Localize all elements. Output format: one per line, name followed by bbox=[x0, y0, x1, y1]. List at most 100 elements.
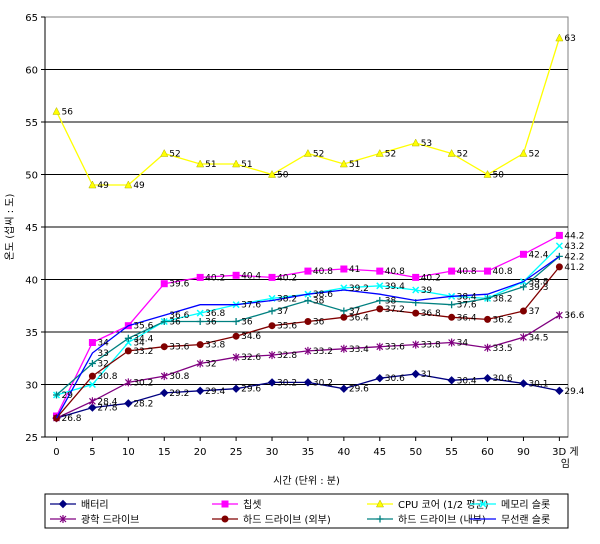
data-point bbox=[124, 338, 132, 347]
data-point bbox=[232, 159, 241, 168]
data-point bbox=[376, 342, 384, 351]
data-label: 36.4 bbox=[457, 313, 477, 323]
data-label: 34 bbox=[457, 339, 469, 349]
data-point bbox=[304, 297, 312, 304]
series-6 bbox=[52, 252, 563, 399]
data-label: 36.2 bbox=[493, 315, 513, 325]
data-point bbox=[339, 159, 348, 168]
data-label: 52 bbox=[528, 150, 539, 160]
data-point bbox=[483, 373, 492, 383]
data-label: 33.4 bbox=[349, 345, 369, 355]
data-label: 30.8 bbox=[169, 372, 189, 382]
x-tick-label: 0 bbox=[53, 447, 59, 458]
data-label: 44.2 bbox=[564, 231, 584, 241]
data-point bbox=[124, 378, 132, 387]
data-label: 52 bbox=[169, 150, 180, 160]
data-point bbox=[304, 318, 312, 325]
x-tick-label: 40 bbox=[337, 447, 350, 458]
data-label: 53 bbox=[421, 139, 432, 149]
x-tick-label: 55 bbox=[445, 447, 458, 458]
data-label: 35.6 bbox=[133, 322, 153, 332]
data-label: 40.8 bbox=[313, 267, 333, 277]
data-label: 34 bbox=[133, 339, 145, 349]
data-label: 37 bbox=[277, 307, 288, 317]
x-tick-label: 30 bbox=[266, 447, 279, 458]
data-label: 31 bbox=[421, 370, 432, 380]
data-point bbox=[196, 273, 204, 281]
data-label: 52 bbox=[313, 150, 324, 160]
data-point bbox=[411, 369, 420, 379]
data-point bbox=[555, 311, 563, 320]
data-point bbox=[88, 372, 96, 380]
data-label: 40.2 bbox=[421, 273, 441, 283]
data-point bbox=[375, 148, 384, 157]
x-tick-label: 50 bbox=[409, 447, 422, 458]
data-point bbox=[221, 515, 229, 523]
axes: 25 30 35 40 45 50 55 60 65 0 5 10 15 20 25 30 35 40 45 50 55… bbox=[25, 13, 578, 470]
data-point bbox=[59, 515, 67, 523]
data-point bbox=[412, 309, 420, 317]
data-point bbox=[124, 399, 133, 408]
data-point bbox=[268, 322, 276, 330]
data-label: 37 bbox=[349, 307, 360, 317]
data-point bbox=[160, 280, 168, 288]
plot-area bbox=[44, 16, 569, 438]
legend-label: 하드 드라이브 (내부) bbox=[398, 513, 486, 526]
data-label: 38.4 bbox=[457, 292, 477, 302]
data-point bbox=[196, 359, 204, 368]
data-label: 30.2 bbox=[133, 378, 153, 388]
data-point bbox=[231, 384, 241, 393]
series-2 bbox=[52, 33, 564, 189]
data-point bbox=[268, 169, 277, 178]
data-label: 38.2 bbox=[493, 294, 513, 304]
data-point bbox=[88, 403, 97, 412]
data-label: 39.4 bbox=[385, 282, 405, 292]
legend-item: 광학 드라이브 bbox=[50, 514, 139, 526]
data-point bbox=[484, 294, 492, 302]
series-group bbox=[52, 33, 564, 423]
data-point bbox=[304, 267, 312, 275]
data-point bbox=[519, 283, 527, 291]
data-point bbox=[196, 341, 204, 349]
legend-item: 칩셋 bbox=[212, 499, 261, 511]
data-label: 26.8 bbox=[61, 414, 81, 424]
data-label: 39.8 bbox=[528, 278, 548, 288]
data-label: 29.4 bbox=[205, 387, 225, 397]
data-point bbox=[519, 307, 527, 315]
data-label: 56 bbox=[61, 108, 73, 118]
legend-item: 메모리 슬롯 bbox=[470, 499, 550, 511]
data-point bbox=[160, 388, 169, 398]
data-label: 36 bbox=[313, 318, 325, 328]
data-label: 42.2 bbox=[564, 252, 584, 262]
legend-label: 칩셋 bbox=[243, 499, 261, 511]
x-tick-label: 60 bbox=[481, 447, 494, 458]
data-point bbox=[484, 343, 491, 352]
data-point bbox=[124, 180, 133, 189]
legend-label: 하드 드라이브 (외부) bbox=[243, 513, 331, 526]
data-point bbox=[340, 313, 348, 321]
legend-item: CPU 코어 (1/2 평균) bbox=[367, 499, 489, 511]
data-label: 35.6 bbox=[277, 322, 297, 332]
data-label: 32 bbox=[97, 360, 108, 370]
legend-label: 광학 드라이브 bbox=[81, 514, 139, 526]
data-point bbox=[52, 391, 60, 399]
data-label: 34.4 bbox=[133, 334, 153, 344]
data-label: 32.8 bbox=[277, 351, 297, 361]
y-tick-label: 65 bbox=[25, 13, 38, 24]
data-label: 40.2 bbox=[277, 273, 297, 283]
data-label: 50 bbox=[493, 171, 505, 181]
data-label: 30.6 bbox=[493, 374, 513, 384]
legend-item: 하드 드라이브 (외부) bbox=[212, 513, 331, 526]
data-point bbox=[196, 318, 204, 325]
data-point bbox=[88, 397, 96, 406]
series-7 bbox=[55, 255, 560, 419]
data-label: 41.2 bbox=[564, 263, 584, 273]
data-point bbox=[448, 267, 456, 275]
data-label: 34.6 bbox=[241, 332, 261, 342]
data-label: 34.5 bbox=[528, 333, 548, 343]
data-label: 30.2 bbox=[313, 378, 333, 388]
data-label: 52 bbox=[385, 150, 396, 160]
data-point bbox=[52, 106, 61, 115]
